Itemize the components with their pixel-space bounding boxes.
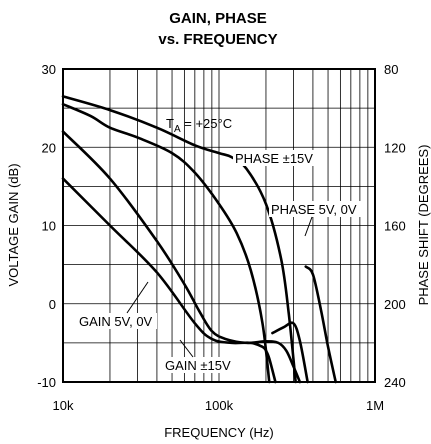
temp-subscript: A: [174, 124, 181, 135]
annotations: TA = +25°C PHASE ±15V PHASE 5V, 0V GAIN …: [77, 116, 365, 373]
y-tick-label-left: 20: [42, 140, 56, 155]
label-gain-15v: GAIN ±15V: [165, 358, 231, 373]
label-phase-15v: PHASE ±15V: [235, 151, 313, 166]
y-tick-label-left: 0: [49, 297, 56, 312]
grid: [62, 68, 376, 383]
curves: [61, 95, 338, 384]
x-tick-label: 100k: [205, 398, 234, 413]
temp-prefix: T: [166, 116, 174, 131]
y-tick-label-left: 10: [42, 219, 56, 234]
series-phase-15v: [61, 95, 297, 384]
y-axis-label-left: VOLTAGE GAIN (dB): [6, 163, 21, 286]
y-tick-label-right: 120: [384, 140, 406, 155]
leader-gain-15v: [179, 339, 194, 358]
series-phase-5v-0v: [61, 102, 271, 384]
y-tick-label-right: 80: [384, 62, 398, 77]
x-tick-label: 10k: [53, 398, 74, 413]
y-tick-label-left: 30: [42, 62, 56, 77]
series-phase-5v-0v: [271, 321, 309, 384]
plot-frame: [62, 68, 376, 383]
chart-title-line-1: GAIN, PHASE: [169, 10, 267, 27]
label-gain-5v: GAIN 5V, 0V: [79, 314, 153, 329]
x-tick-label: 1M: [366, 398, 384, 413]
x-axis-label: FREQUENCY (Hz): [164, 425, 274, 440]
temp-suffix: = +25°C: [181, 116, 232, 131]
label-phase-5v: PHASE 5V, 0V: [271, 202, 357, 217]
series-gain-15v: [61, 130, 302, 384]
chart-title-line-2: vs. FREQUENCY: [158, 31, 277, 48]
y-tick-label-right: 240: [384, 375, 406, 390]
y-axis-label-right: PHASE SHIFT (DEGREES): [416, 145, 431, 306]
series-gain-5v-0v: [61, 177, 277, 384]
leader-gain-5v: [126, 281, 149, 314]
series-phase-15v: [304, 265, 338, 384]
y-tick-label-left: -10: [37, 375, 56, 390]
y-tick-label-right: 200: [384, 297, 406, 312]
temperature-annotation: TA = +25°C: [166, 116, 232, 135]
leader-phase-5v: [304, 216, 313, 237]
tick-labels: 10k 100k 1M 30 20 10 0 -10 80 120 160 200 240: [37, 62, 406, 413]
y-tick-label-right: 160: [384, 219, 406, 234]
